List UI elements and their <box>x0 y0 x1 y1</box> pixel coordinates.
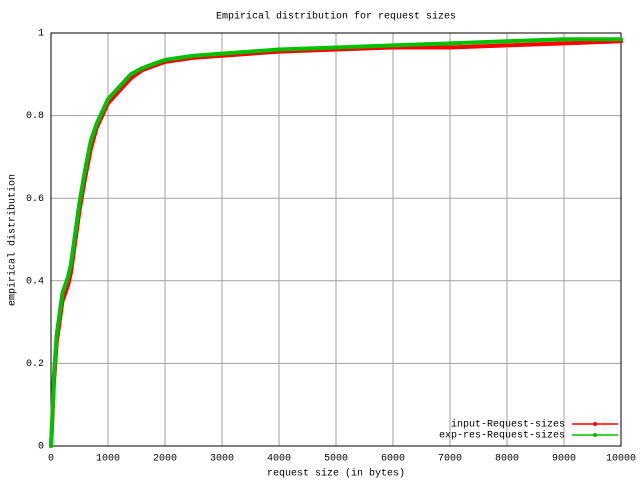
y-tick-label: 0 <box>38 442 44 453</box>
data-line <box>49 37 623 448</box>
x-tick-label: 1000 <box>96 454 120 465</box>
x-tick-label: 8000 <box>495 454 519 465</box>
legend-label: exp-res-Request-sizes <box>439 430 565 442</box>
plot-border <box>50 32 622 447</box>
x-tick-label: 3000 <box>210 454 234 465</box>
x-tick-label: 7000 <box>438 454 462 465</box>
y-tick-label: 0.8 <box>26 111 44 122</box>
chart-title: Empirical distribution for request sizes <box>216 11 456 23</box>
y-tick-label: 0.6 <box>26 194 44 205</box>
legend-marker <box>593 422 597 426</box>
y-tick-label: 0.2 <box>26 359 44 370</box>
x-tick-label: 2000 <box>153 454 177 465</box>
x-tick-label: 9000 <box>552 454 576 465</box>
x-tick-label: 6000 <box>381 454 405 465</box>
x-tick-label: 5000 <box>324 454 348 465</box>
x-tick-label: 10000 <box>606 454 636 465</box>
x-tick-label: 0 <box>48 454 54 465</box>
y-axis-label: empirical distribution <box>7 174 19 306</box>
x-tick-label: 4000 <box>267 454 291 465</box>
y-tick-label: 1 <box>38 29 44 40</box>
legend-marker <box>593 433 597 437</box>
y-tick-label: 0.4 <box>26 276 44 287</box>
legend-label: input-Request-sizes <box>451 419 565 431</box>
x-axis-label: request size (in bytes) <box>267 468 405 480</box>
